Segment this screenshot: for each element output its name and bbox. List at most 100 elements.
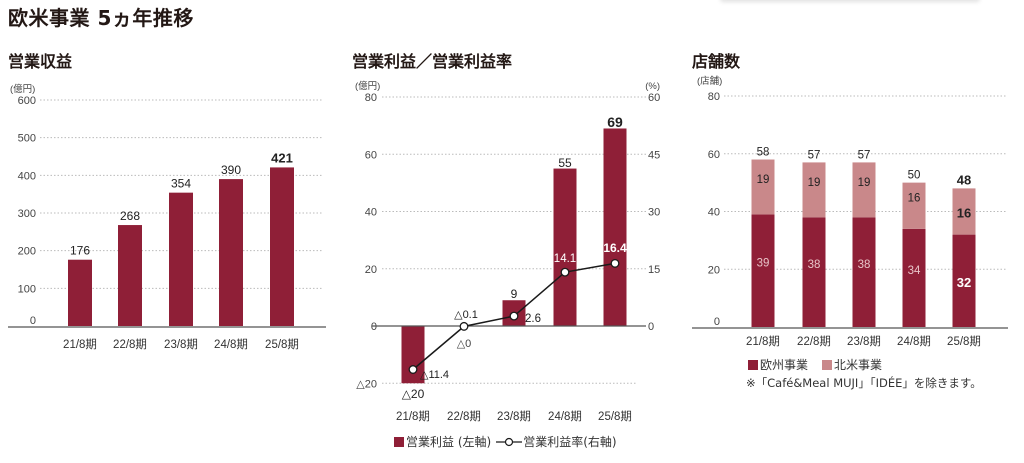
x-category-label: 21/8期 bbox=[396, 410, 430, 423]
revenue-bar bbox=[169, 192, 193, 326]
na-value-label: 16 bbox=[908, 193, 921, 205]
y-tick-label: 400 bbox=[18, 170, 36, 182]
y-tick-label: 200 bbox=[18, 246, 36, 258]
y-tick-label: 60 bbox=[708, 149, 720, 161]
line-value-label: △11.4 bbox=[420, 369, 449, 381]
total-value-label: 58 bbox=[757, 147, 770, 159]
profit-legend-bar-label: 営業利益 (左軸) bbox=[406, 435, 492, 449]
legend-europe-label: 欧州事業 bbox=[760, 358, 809, 372]
x-category-label: 23/8期 bbox=[847, 335, 881, 348]
y-tick-label: 600 bbox=[18, 95, 36, 107]
y-tick-label: 20 bbox=[365, 264, 377, 276]
na-value-label: 19 bbox=[858, 177, 871, 189]
margin-point-marker bbox=[610, 258, 620, 268]
europe-bar-segment bbox=[802, 217, 826, 327]
y-tick-label: 60 bbox=[365, 149, 377, 161]
total-value-label: 48 bbox=[957, 172, 971, 187]
x-category-label: 21/8期 bbox=[746, 335, 780, 348]
margin-point-marker bbox=[509, 311, 519, 321]
profit-bar bbox=[603, 128, 627, 326]
bar-value-label: 421 bbox=[271, 150, 293, 165]
bar-value-label: △0 bbox=[457, 338, 472, 350]
europe-value-label: 34 bbox=[908, 265, 921, 277]
x-category-label: 23/8期 bbox=[497, 410, 531, 423]
legend-na-label: 北米事業 bbox=[834, 358, 883, 372]
total-value-label: 57 bbox=[808, 149, 821, 161]
y-tick-label: 60 bbox=[648, 92, 660, 104]
line-value-label: △0.1 bbox=[454, 309, 478, 321]
x-category-label: 22/8期 bbox=[797, 335, 831, 348]
profit-chart-title: 営業利益／営業利益率 bbox=[352, 52, 513, 71]
line-marker-icon bbox=[496, 437, 523, 446]
bar-value-label: 176 bbox=[70, 244, 90, 258]
y-tick-label: 40 bbox=[365, 207, 377, 219]
europe-bar-segment bbox=[852, 217, 876, 327]
y-tick-label: 40 bbox=[708, 207, 720, 219]
y-unit-label: (億円) bbox=[10, 83, 35, 95]
profit-bar bbox=[401, 326, 425, 384]
y-tick-label: 30 bbox=[648, 207, 660, 219]
bar-value-label: 354 bbox=[171, 177, 191, 191]
margin-point-marker bbox=[408, 365, 418, 374]
north-america-bar-segment bbox=[902, 182, 926, 229]
y-tick-label: 20 bbox=[708, 264, 720, 276]
y-tick-label: 0 bbox=[648, 321, 654, 333]
y-tick-label: 0 bbox=[714, 316, 720, 328]
page-title: 欧米事業 5ヵ年推移 bbox=[8, 6, 194, 30]
revenue-chart-title: 営業収益 bbox=[8, 52, 73, 71]
x-category-label: 24/8期 bbox=[897, 335, 931, 348]
x-category-label: 24/8期 bbox=[214, 338, 248, 351]
europe-bar-segment bbox=[952, 234, 976, 327]
north-america-bar-segment bbox=[852, 162, 876, 218]
y-left-unit-label: (億円) bbox=[355, 80, 380, 92]
x-category-label: 23/8期 bbox=[164, 338, 198, 351]
y-tick-label: 0 bbox=[371, 321, 377, 333]
na-value-label: 19 bbox=[757, 174, 770, 186]
north-america-bar-segment bbox=[952, 188, 976, 235]
bar-value-label: 268 bbox=[120, 209, 140, 223]
stores-legend: 欧州事業 北米事業 bbox=[748, 356, 882, 373]
line-value-label: 2.6 bbox=[525, 313, 541, 325]
stores-chart-title: 店舗数 bbox=[692, 52, 741, 71]
x-category-label: 25/8期 bbox=[265, 338, 299, 351]
y-tick-label: 0 bbox=[30, 315, 36, 327]
x-category-label: 25/8期 bbox=[598, 410, 632, 423]
stores-footnote: ※「Café&Meal MUJI」「IDÉE」を除きます。 bbox=[746, 376, 982, 390]
profit-bar-swatch bbox=[394, 436, 404, 447]
europe-bar-segment bbox=[751, 214, 775, 327]
total-value-label: 57 bbox=[858, 149, 871, 161]
na-value-label: 19 bbox=[808, 177, 821, 189]
na-value-label: 16 bbox=[957, 206, 971, 221]
y-tick-label: 100 bbox=[18, 283, 36, 295]
europe-bar-segment bbox=[902, 228, 926, 327]
profit-legend: 営業利益 (左軸) 営業利益率(右軸) bbox=[394, 433, 617, 450]
x-category-label: 22/8期 bbox=[113, 338, 147, 351]
bar-value-label: 390 bbox=[221, 163, 241, 177]
y-tick-label: 300 bbox=[18, 208, 36, 220]
europe-swatch bbox=[748, 359, 758, 370]
bar-value-label: △20 bbox=[402, 387, 425, 401]
x-category-label: 25/8期 bbox=[947, 335, 981, 348]
x-category-label: 22/8期 bbox=[447, 410, 481, 423]
y-tick-label: 80 bbox=[365, 92, 377, 104]
y-tick-label: △20 bbox=[356, 378, 377, 390]
bar-value-label: 69 bbox=[607, 114, 623, 130]
revenue-bar bbox=[68, 259, 92, 326]
y-tick-label: 80 bbox=[708, 91, 720, 103]
profit-bar bbox=[553, 168, 577, 326]
line-value-label: 16.4 bbox=[603, 241, 627, 255]
y-tick-label: 500 bbox=[18, 133, 36, 145]
europe-value-label: 38 bbox=[858, 259, 871, 271]
x-category-label: 24/8期 bbox=[548, 410, 582, 423]
na-swatch bbox=[822, 359, 833, 370]
north-america-bar-segment bbox=[751, 159, 775, 215]
y-tick-label: 45 bbox=[648, 149, 660, 161]
europe-value-label: 32 bbox=[957, 275, 971, 290]
bar-value-label: 55 bbox=[558, 156, 572, 170]
y-unit-label: (店舗) bbox=[697, 75, 722, 87]
total-value-label: 50 bbox=[908, 170, 921, 182]
y-right-unit-label: (%) bbox=[645, 81, 660, 92]
y-tick-label: 15 bbox=[648, 264, 660, 276]
bar-value-label: 9 bbox=[511, 287, 518, 301]
